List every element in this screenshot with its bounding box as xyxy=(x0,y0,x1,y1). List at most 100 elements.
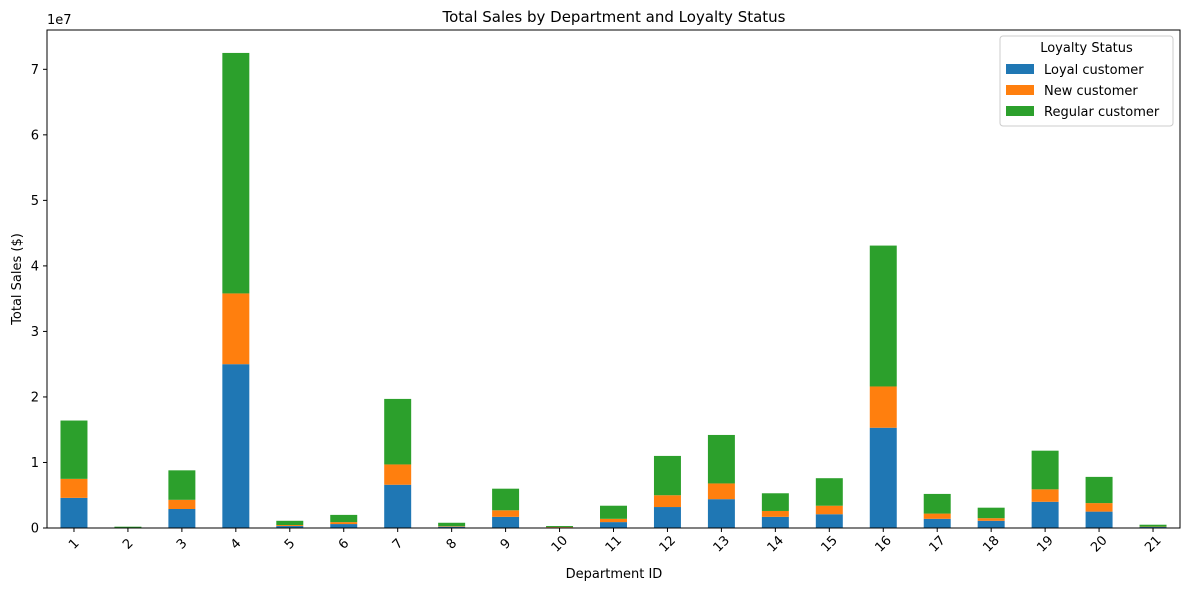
bar-dept-8-series-1 xyxy=(438,526,466,527)
y-tick-label-4: 4 xyxy=(31,259,39,274)
bar-dept-18-series-0 xyxy=(977,520,1005,528)
x-tick-label-11: 11 xyxy=(603,533,625,555)
bar-dept-9-series-1 xyxy=(492,510,520,517)
chart-title: Total Sales by Department and Loyalty St… xyxy=(441,8,785,26)
bar-dept-16-series-2 xyxy=(869,245,897,387)
x-tick-label-19: 19 xyxy=(1034,533,1056,555)
legend-label-1: New customer xyxy=(1044,84,1138,99)
x-tick-label-1: 1 xyxy=(66,536,82,552)
y-tick-label-7: 7 xyxy=(31,63,39,78)
y-tick-label-5: 5 xyxy=(31,194,39,209)
bar-dept-9-series-2 xyxy=(492,488,520,511)
x-tick-label-6: 6 xyxy=(336,536,352,552)
bar-dept-17-series-1 xyxy=(923,513,951,519)
bar-dept-5-series-0 xyxy=(276,526,304,528)
bar-dept-14-series-0 xyxy=(761,516,789,528)
bar-dept-13-series-1 xyxy=(707,483,735,500)
x-tick-label-4: 4 xyxy=(228,536,244,552)
bar-dept-2-series-2 xyxy=(114,526,142,528)
bar-dept-6-series-1 xyxy=(330,522,358,525)
bar-dept-12-series-0 xyxy=(653,507,681,528)
x-tick-label-21: 21 xyxy=(1142,533,1164,555)
legend: Loyalty Status Loyal customer New customer… xyxy=(999,35,1174,127)
bar-dept-8-series-0 xyxy=(438,526,466,528)
x-tick-label-3: 3 xyxy=(174,536,190,552)
bar-dept-19-series-0 xyxy=(1031,501,1059,528)
bar-dept-20-series-1 xyxy=(1085,503,1113,512)
x-axis: 1 2 3 4 5 6 7 8 9 10 11 12 13 14 15 16 17 18 19 20 21 xyxy=(66,528,1165,556)
bar-dept-16-series-0 xyxy=(869,427,897,528)
bar-dept-6-series-0 xyxy=(330,524,358,528)
bar-dept-15-series-2 xyxy=(815,478,843,506)
bar-dept-10-series-2 xyxy=(546,526,574,528)
bar-dept-15-series-1 xyxy=(815,505,843,515)
bar-dept-12-series-1 xyxy=(653,495,681,508)
bar-dept-6-series-2 xyxy=(330,514,358,523)
x-tick-label-8: 8 xyxy=(444,536,460,552)
x-tick-label-9: 9 xyxy=(498,536,514,552)
bar-dept-4-series-1 xyxy=(222,293,250,365)
x-tick-label-2: 2 xyxy=(120,536,136,552)
bar-dept-8-series-2 xyxy=(438,522,466,527)
bar-dept-11-series-0 xyxy=(600,522,627,528)
bar-dept-14-series-2 xyxy=(761,493,789,511)
bar-dept-5-series-2 xyxy=(276,520,304,526)
x-tick-label-10: 10 xyxy=(549,533,571,555)
y-axis: 0 1 2 3 4 5 6 7 xyxy=(31,63,47,537)
y-scale-label: 1e7 xyxy=(47,13,72,28)
bar-dept-1-series-0 xyxy=(60,497,88,528)
bar-dept-7-series-1 xyxy=(384,464,412,485)
x-tick-label-18: 18 xyxy=(980,533,1002,555)
bar-dept-20-series-2 xyxy=(1085,476,1113,504)
x-tick-label-12: 12 xyxy=(657,533,679,555)
bar-dept-1-series-2 xyxy=(60,420,88,479)
bar-dept-14-series-1 xyxy=(761,510,789,517)
plot-area xyxy=(46,29,1181,529)
bar-dept-11-series-1 xyxy=(600,518,627,523)
bar-dept-3-series-1 xyxy=(168,499,196,509)
bar-dept-17-series-0 xyxy=(923,518,951,528)
y-axis-title: Total Sales ($) xyxy=(10,233,25,326)
bar-dept-3-series-2 xyxy=(168,470,196,500)
bar-dept-18-series-1 xyxy=(977,518,1005,521)
x-tick-label-15: 15 xyxy=(819,533,841,555)
y-tick-label-1: 1 xyxy=(31,456,39,471)
bar-dept-4-series-0 xyxy=(222,364,250,528)
x-axis-title: Department ID xyxy=(566,567,663,582)
bar-dept-19-series-2 xyxy=(1031,450,1059,490)
legend-title: Loyalty Status xyxy=(1040,41,1133,56)
legend-box xyxy=(999,35,1174,127)
bar-dept-18-series-2 xyxy=(977,507,1005,519)
bar-dept-17-series-2 xyxy=(923,493,951,514)
bar-dept-13-series-2 xyxy=(707,434,735,484)
bar-dept-20-series-0 xyxy=(1085,511,1113,528)
y-tick-label-2: 2 xyxy=(31,390,39,405)
bar-dept-7-series-0 xyxy=(384,484,412,528)
x-tick-label-17: 17 xyxy=(926,533,948,555)
x-tick-label-13: 13 xyxy=(711,533,733,555)
bar-dept-15-series-0 xyxy=(815,514,843,528)
x-tick-label-16: 16 xyxy=(872,533,894,555)
bar-dept-4-series-2 xyxy=(222,52,250,294)
y-tick-label-6: 6 xyxy=(31,128,39,143)
bar-dept-19-series-1 xyxy=(1031,489,1059,502)
legend-label-0: Loyal customer xyxy=(1044,63,1144,78)
bar-dept-21-series-2 xyxy=(1139,524,1167,527)
bar-dept-12-series-2 xyxy=(653,455,681,496)
bar-dept-11-series-2 xyxy=(600,505,627,519)
bar-dept-7-series-2 xyxy=(384,398,412,465)
legend-swatch-0 xyxy=(1006,64,1034,74)
legend-label-2: Regular customer xyxy=(1044,105,1160,120)
legend-swatch-2 xyxy=(1006,106,1034,116)
bar-dept-9-series-0 xyxy=(492,516,520,528)
x-tick-label-5: 5 xyxy=(282,536,298,552)
y-tick-label-3: 3 xyxy=(31,325,39,340)
bar-dept-1-series-1 xyxy=(60,478,88,498)
x-tick-label-14: 14 xyxy=(765,533,787,555)
y-tick-label-0: 0 xyxy=(31,522,39,537)
x-tick-label-20: 20 xyxy=(1088,533,1110,555)
bar-dept-3-series-0 xyxy=(168,508,196,528)
bar-dept-16-series-1 xyxy=(869,386,897,428)
legend-swatch-1 xyxy=(1006,85,1034,95)
